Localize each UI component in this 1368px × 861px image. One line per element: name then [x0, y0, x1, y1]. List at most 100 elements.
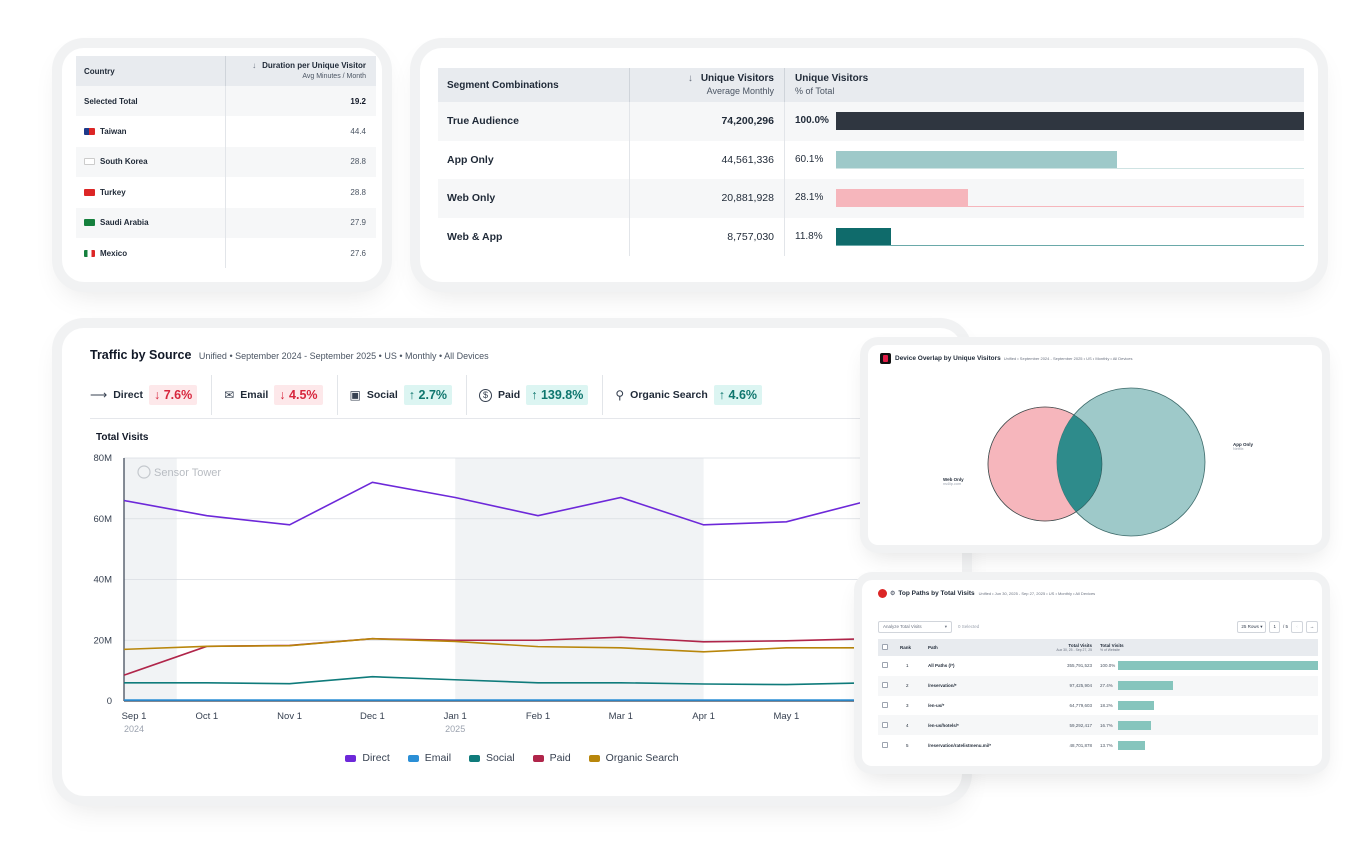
chart-label: Total Visits	[96, 432, 149, 443]
venn-subtitle: Unified • September 2024 - September 202…	[1003, 356, 1133, 361]
country-row[interactable]: Turkey 28.8	[76, 177, 376, 208]
row-checkbox[interactable]	[882, 721, 888, 728]
country-cell: Saudi Arabia	[76, 207, 226, 238]
traffic-title: Traffic by Source Unified • September 20…	[90, 348, 489, 362]
segment-name: Web & App	[438, 217, 630, 256]
rank-value: 3	[906, 702, 909, 708]
segment-name: Web Only	[438, 179, 630, 218]
segment-row[interactable]: Web & App 8,757,030 11.8%	[438, 217, 1304, 256]
row-checkbox[interactable]	[882, 701, 888, 708]
pct-cell: 27.4%	[1096, 681, 1318, 691]
path-row[interactable]: 3/en-us/* 64,779,603 18.2%	[878, 696, 1318, 716]
visits-value: 97,425,904	[1069, 683, 1092, 689]
path-value[interactable]: /en-us/*	[928, 702, 945, 708]
metric-change-badge: ↓ 7.6%	[148, 385, 198, 405]
pagination: 25 Rows ▾ 1 / 5 ‹ →	[1237, 620, 1318, 633]
country-name: South Korea	[100, 157, 148, 167]
row-checkbox[interactable]	[882, 682, 888, 689]
path-row[interactable]: 5/reservation/ratelistmenu.mi/* 48,701,87…	[878, 735, 1318, 755]
column-header-pct[interactable]: Unique Visitors % of Total	[785, 68, 1304, 102]
pct-bar-track	[1118, 740, 1318, 750]
country-table-header: Country ↓ Duration per Unique Visitor Avg…	[76, 56, 376, 86]
metric-label: Organic Search	[630, 389, 708, 401]
analyze-select[interactable]: Analyze Total Visits ▾	[878, 620, 952, 633]
row-checkbox[interactable]	[882, 662, 888, 669]
row-checkbox[interactable]	[882, 741, 888, 748]
path-row[interactable]: 1 All Paths (/*) 355,791,523 100.0%	[878, 656, 1318, 676]
paths-rows: 1 All Paths (/*) 355,791,523 100.0% 2/reserv…	[878, 656, 1318, 755]
page-total: / 5	[1282, 624, 1288, 629]
arrow-down-icon: ↓	[279, 388, 290, 402]
column-header-total-visits[interactable]: Total Visits Aux 30, 25 - Sep 27, 25	[1040, 643, 1096, 653]
watermark: Sensor Tower	[154, 467, 221, 479]
pct-bar-track	[1118, 700, 1318, 710]
metric-tab-direct[interactable]: ⟶ Direct ↓ 7.6%	[90, 375, 213, 415]
metric-tab-paid[interactable]: $ Paid ↑ 139.8%	[479, 375, 604, 415]
metric-change-badge: ↓ 4.5%	[274, 385, 323, 405]
metric-change-value: 4.5%	[289, 388, 318, 402]
legend-swatch	[407, 754, 419, 762]
arrow-right-icon: →	[1309, 624, 1315, 629]
duration-value: 28.8	[350, 187, 366, 197]
paths-table: Rank Path Total Visits Aux 30, 25 - Sep …	[878, 639, 1318, 755]
y-tick-label: 80M	[94, 453, 113, 464]
country-cell: South Korea	[76, 146, 226, 178]
segment-table-header: Segment Combinations ↓ Unique Visitors Av…	[438, 68, 1304, 102]
brand-logo-icon	[878, 589, 887, 598]
sort-down-icon[interactable]: ↓	[687, 73, 693, 84]
metric-tab-email[interactable]: ✉ Email ↓ 4.5%	[224, 375, 338, 415]
column-header-duration[interactable]: ↓ Duration per Unique Visitor Avg Minutes…	[226, 61, 376, 82]
page-input[interactable]: 1	[1269, 620, 1280, 633]
column-header-country[interactable]: Country	[76, 56, 226, 86]
country-cell: Mexico	[76, 237, 226, 269]
legend-item[interactable]: Direct	[345, 752, 390, 764]
column-header-unique-visitors[interactable]: ↓ Unique Visitors Average Monthly	[630, 68, 785, 102]
venn-title: Device Overlap by Unique Visitors Unifie…	[880, 353, 1133, 364]
legend-item[interactable]: Email	[407, 752, 451, 764]
pct-cell: 28.1%	[785, 179, 1304, 218]
sort-down-icon[interactable]: ↓	[252, 60, 257, 70]
arrow-up-icon: ↑	[531, 388, 541, 402]
pct-value: 27.4%	[1100, 683, 1113, 689]
metric-tab-organic-search[interactable]: ⚲ Organic Search ↑ 4.6%	[615, 375, 776, 415]
column-header-segment[interactable]: Segment Combinations	[438, 68, 630, 102]
country-rows: Selected Total 19.2 Taiwan 44.4 South Korea 2…	[76, 86, 376, 269]
country-row[interactable]: Taiwan 44.4	[76, 116, 376, 147]
select-all-checkbox[interactable]	[882, 644, 888, 650]
country-row[interactable]: Saudi Arabia 27.9	[76, 207, 376, 238]
metric-tab-social[interactable]: ▣ Social ↑ 2.7%	[350, 375, 468, 415]
settings-icon[interactable]: ⚙	[890, 591, 896, 597]
chevron-down-icon: ▾	[944, 623, 947, 629]
pct-bar	[1118, 720, 1152, 730]
legend-swatch	[469, 754, 481, 762]
duration-header-label: Duration per Unique Visitor	[262, 60, 366, 70]
legend-item[interactable]: Organic Search	[588, 752, 679, 764]
saudi-arabia-flag-icon	[84, 219, 95, 227]
prev-page-button[interactable]: ‹	[1291, 620, 1303, 633]
segment-row[interactable]: Web Only 20,881,928 28.1%	[438, 179, 1304, 218]
path-value[interactable]: /reservation/*	[928, 683, 957, 689]
pct-bar	[836, 189, 968, 207]
rows-per-page-select[interactable]: 25 Rows ▾	[1237, 620, 1267, 633]
legend-item[interactable]: Social	[469, 752, 515, 764]
app-only-label: App Only Netflix	[1233, 442, 1253, 451]
path-value[interactable]: /reservation/ratelistmenu.mi/*	[928, 742, 992, 748]
segment-row[interactable]: App Only 44,561,336 60.1%	[438, 140, 1304, 179]
path-row[interactable]: 4/en-us/hotels/* 59,292,417 16.7%	[878, 715, 1318, 736]
x-tick-label: Apr 1	[692, 711, 715, 722]
turkey-flag-icon	[84, 188, 95, 196]
y-tick-label: 0	[107, 696, 112, 707]
column-header-rank[interactable]: Rank	[900, 645, 912, 650]
next-page-button[interactable]: →	[1306, 620, 1318, 633]
legend-item[interactable]: Paid	[532, 752, 571, 764]
path-row[interactable]: 2/reservation/* 97,425,904 27.4%	[878, 675, 1318, 696]
path-value[interactable]: /en-us/hotels/*	[928, 722, 959, 728]
country-row[interactable]: Mexico 27.6	[76, 237, 376, 269]
column-header-pct-website[interactable]: Total Visits % of Website	[1096, 643, 1318, 653]
country-row[interactable]: South Korea 28.8	[76, 146, 376, 178]
segment-row[interactable]: True Audience 74,200,296 100.0%	[438, 102, 1304, 141]
country-row[interactable]: Selected Total 19.2	[76, 86, 376, 117]
column-header-path[interactable]: Path	[928, 645, 938, 650]
path-value[interactable]: All Paths (/*)	[928, 663, 955, 669]
venn-title-text: Device Overlap by Unique Visitors	[895, 355, 1001, 362]
